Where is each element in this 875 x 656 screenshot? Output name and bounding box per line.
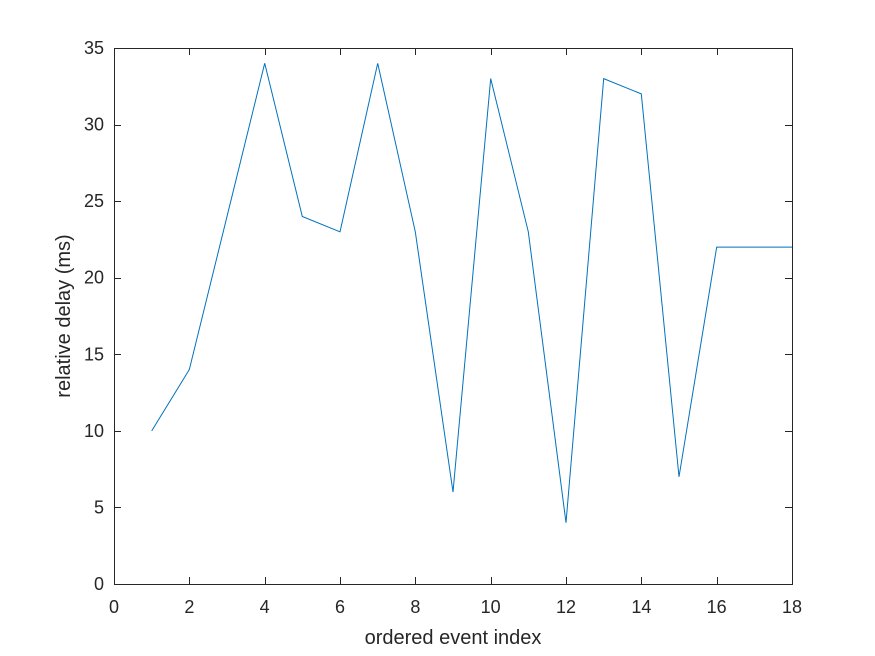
y-tick-label: 10 bbox=[84, 421, 104, 441]
y-axis-ticks: 0 5 10 15 20 25 30 35 bbox=[84, 38, 792, 594]
y-tick-label: 5 bbox=[94, 497, 104, 517]
x-axis-ticks: 0 2 4 6 8 10 12 14 16 18 bbox=[109, 48, 802, 617]
x-tick-label: 6 bbox=[335, 597, 345, 617]
x-tick-label: 14 bbox=[631, 597, 651, 617]
x-axis-label: ordered event index bbox=[365, 627, 542, 649]
series-line-0 bbox=[151, 63, 792, 523]
y-tick-label: 35 bbox=[84, 38, 104, 58]
series-layer bbox=[151, 63, 792, 523]
y-tick-label: 15 bbox=[84, 344, 104, 364]
y-tick-label: 20 bbox=[84, 268, 104, 288]
x-tick-label: 4 bbox=[260, 597, 270, 617]
y-tick-label: 25 bbox=[84, 191, 104, 211]
x-tick-label: 18 bbox=[782, 597, 802, 617]
x-tick-label: 8 bbox=[410, 597, 420, 617]
y-tick-label: 0 bbox=[94, 574, 104, 594]
x-tick-label: 2 bbox=[184, 597, 194, 617]
x-tick-label: 12 bbox=[556, 597, 576, 617]
plot-area bbox=[114, 48, 792, 584]
x-tick-label: 16 bbox=[707, 597, 727, 617]
y-axis-label: relative delay (ms) bbox=[53, 234, 75, 397]
plot-frame bbox=[114, 48, 793, 585]
x-tick-label: 0 bbox=[109, 597, 119, 617]
x-tick-label: 10 bbox=[481, 597, 501, 617]
y-tick-label: 30 bbox=[84, 115, 104, 135]
